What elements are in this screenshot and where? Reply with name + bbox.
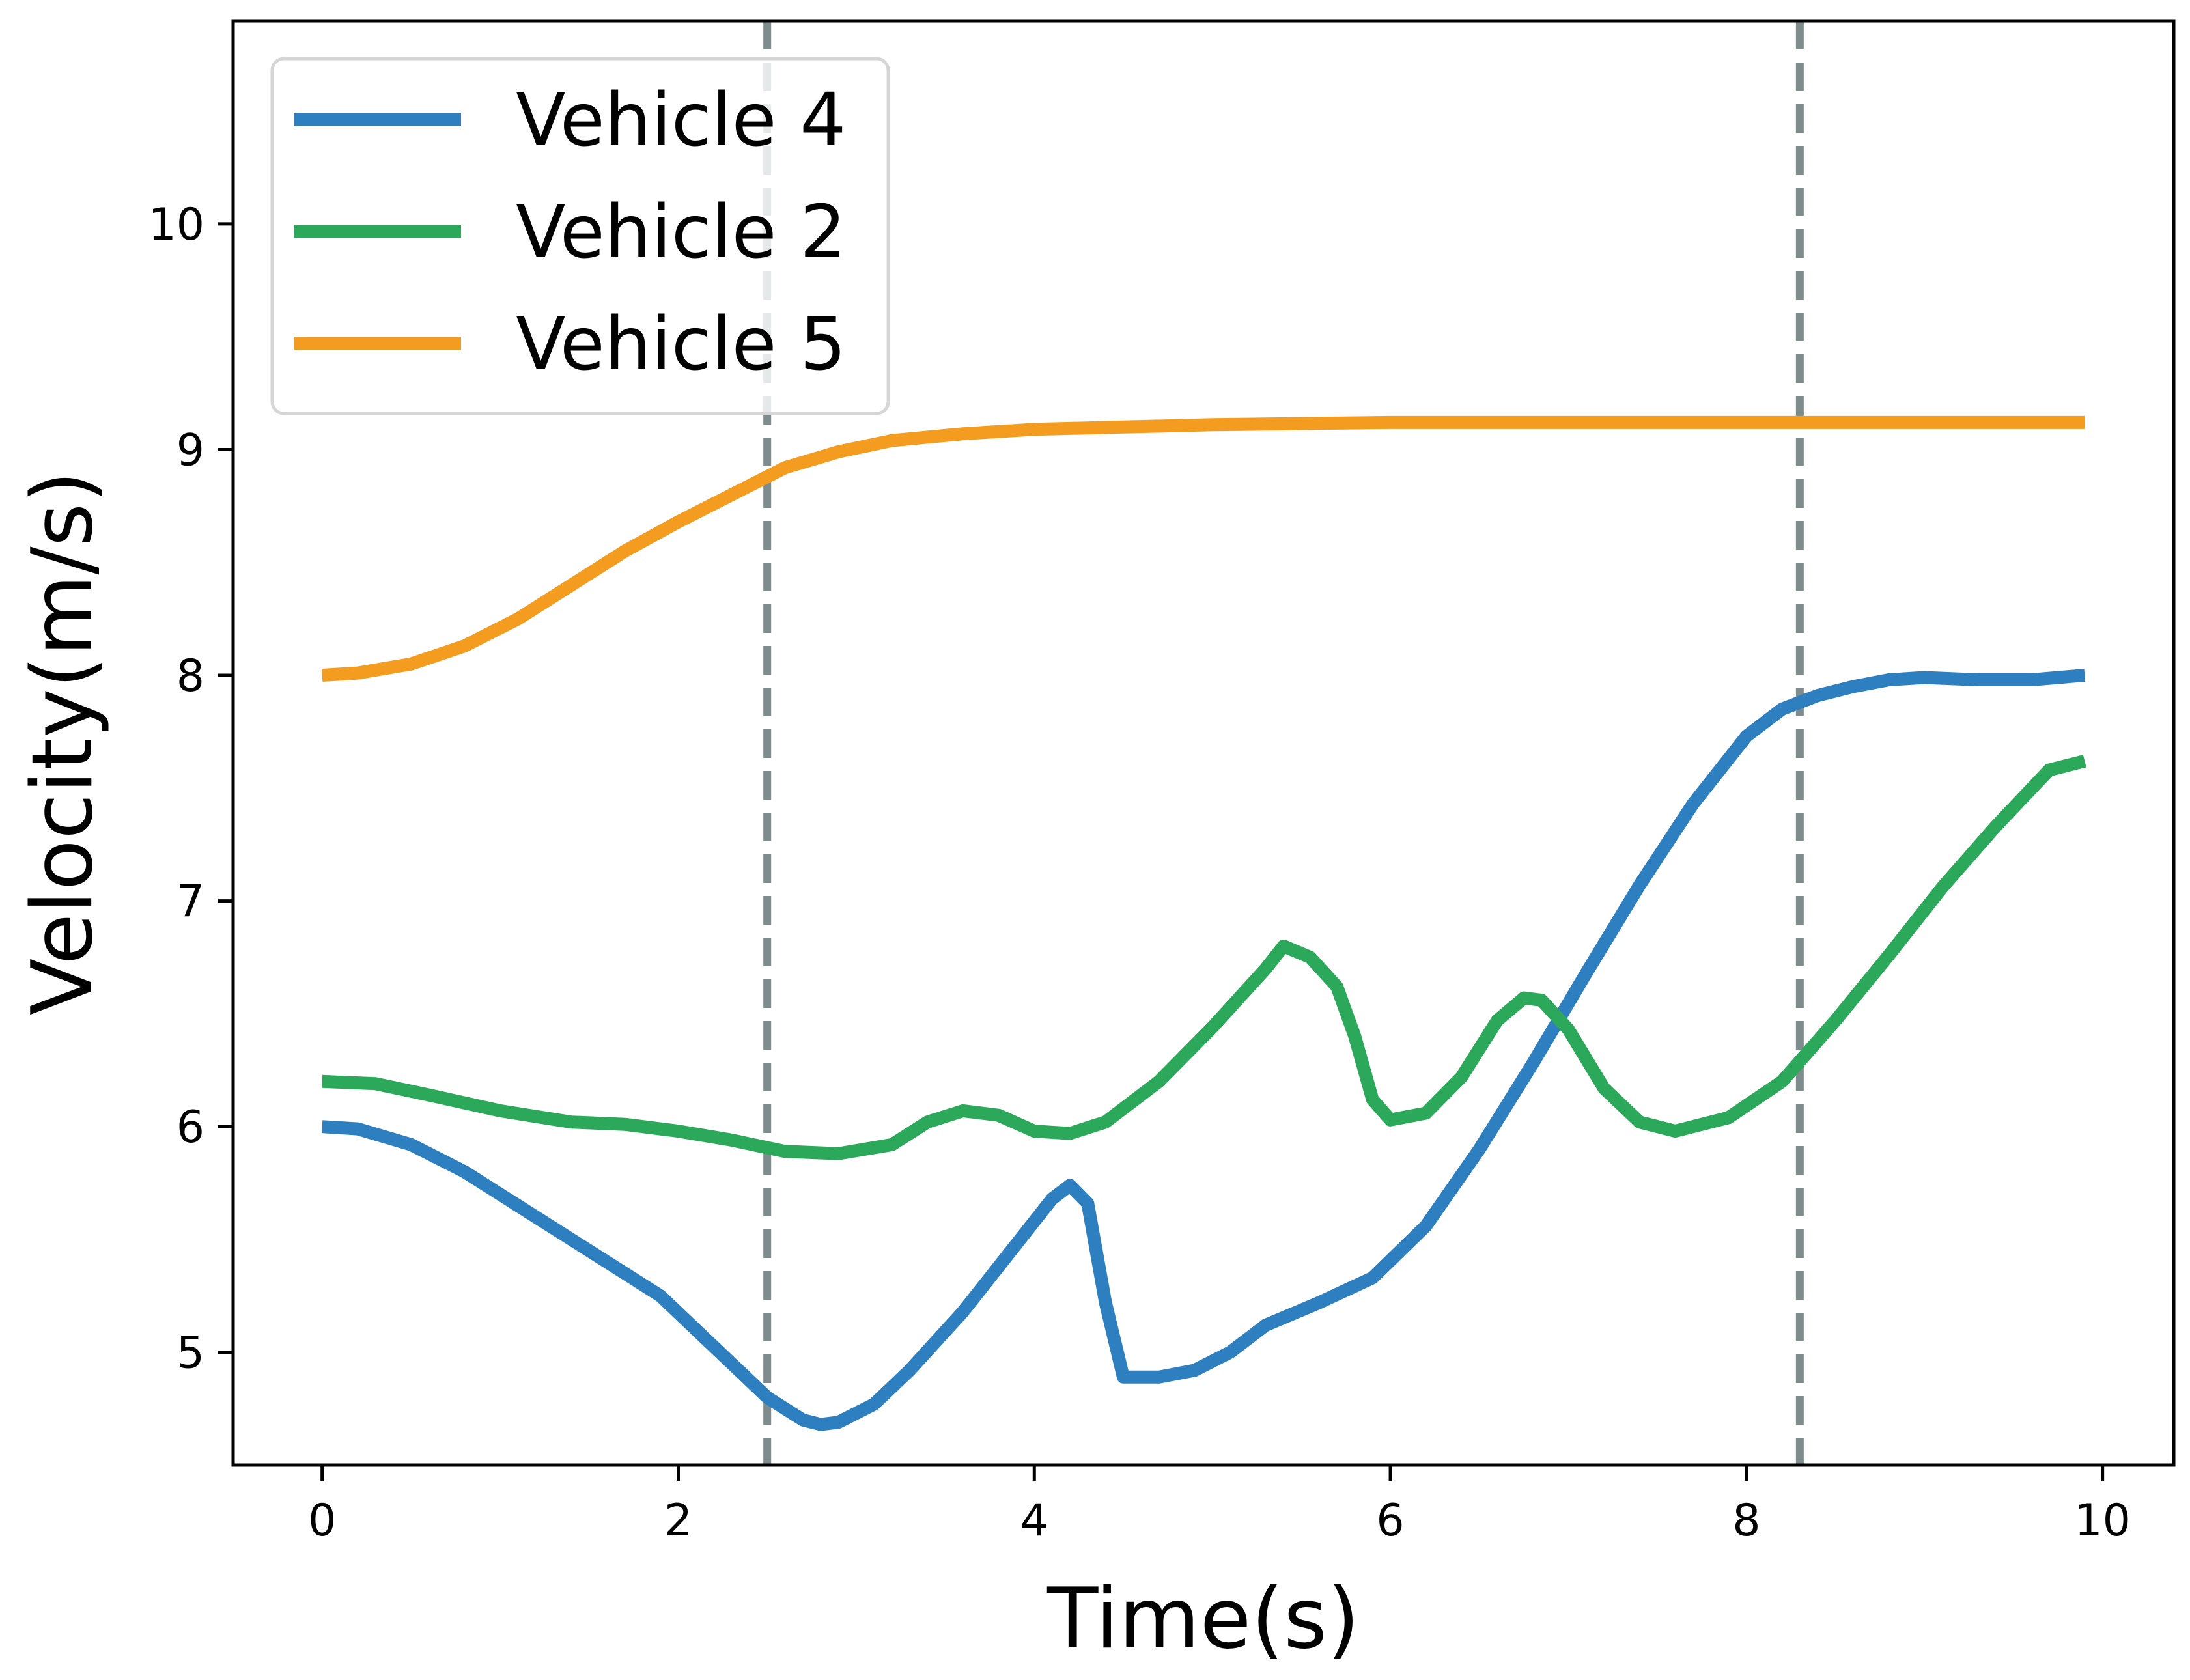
- y-tick-label-4: 9: [176, 425, 204, 476]
- y-axis: 5 6 7 8 9 10: [148, 199, 233, 1379]
- x-tick-label-4: 8: [1732, 1495, 1760, 1547]
- legend-label-1: Vehicle 4: [516, 78, 846, 163]
- x-tick-label-1: 2: [664, 1495, 692, 1547]
- legend-label-2: Vehicle 2: [516, 190, 846, 275]
- x-tick-label-5: 10: [2074, 1495, 2131, 1547]
- y-tick-label-5: 10: [148, 199, 204, 251]
- reference-lines: [763, 21, 1804, 1465]
- x-axis: 0 2 4 6 8 10: [308, 1465, 2131, 1547]
- x-axis-title: Time(s): [1046, 1571, 1360, 1668]
- series-line-2: [322, 755, 2086, 1160]
- y-tick-label-0: 5: [176, 1328, 204, 1379]
- series-line-1: [322, 669, 2086, 1431]
- x-tick-label-2: 4: [1020, 1495, 1048, 1547]
- x-tick-label-3: 6: [1376, 1495, 1404, 1547]
- y-tick-label-2: 7: [176, 876, 204, 928]
- x-tick-label-0: 0: [308, 1495, 336, 1547]
- y-tick-label-3: 8: [176, 651, 204, 702]
- series-lines: [322, 415, 2086, 1431]
- y-axis-title: Velocity(m/s): [14, 471, 111, 1016]
- legend-label-3: Vehicle 5: [516, 302, 846, 387]
- y-tick-label-1: 6: [176, 1102, 204, 1153]
- legend: Vehicle 4 Vehicle 2 Vehicle 5: [270, 57, 890, 415]
- series-line-3: [322, 415, 2085, 682]
- plot-frame: [231, 19, 2176, 1467]
- legend-box: [270, 57, 890, 415]
